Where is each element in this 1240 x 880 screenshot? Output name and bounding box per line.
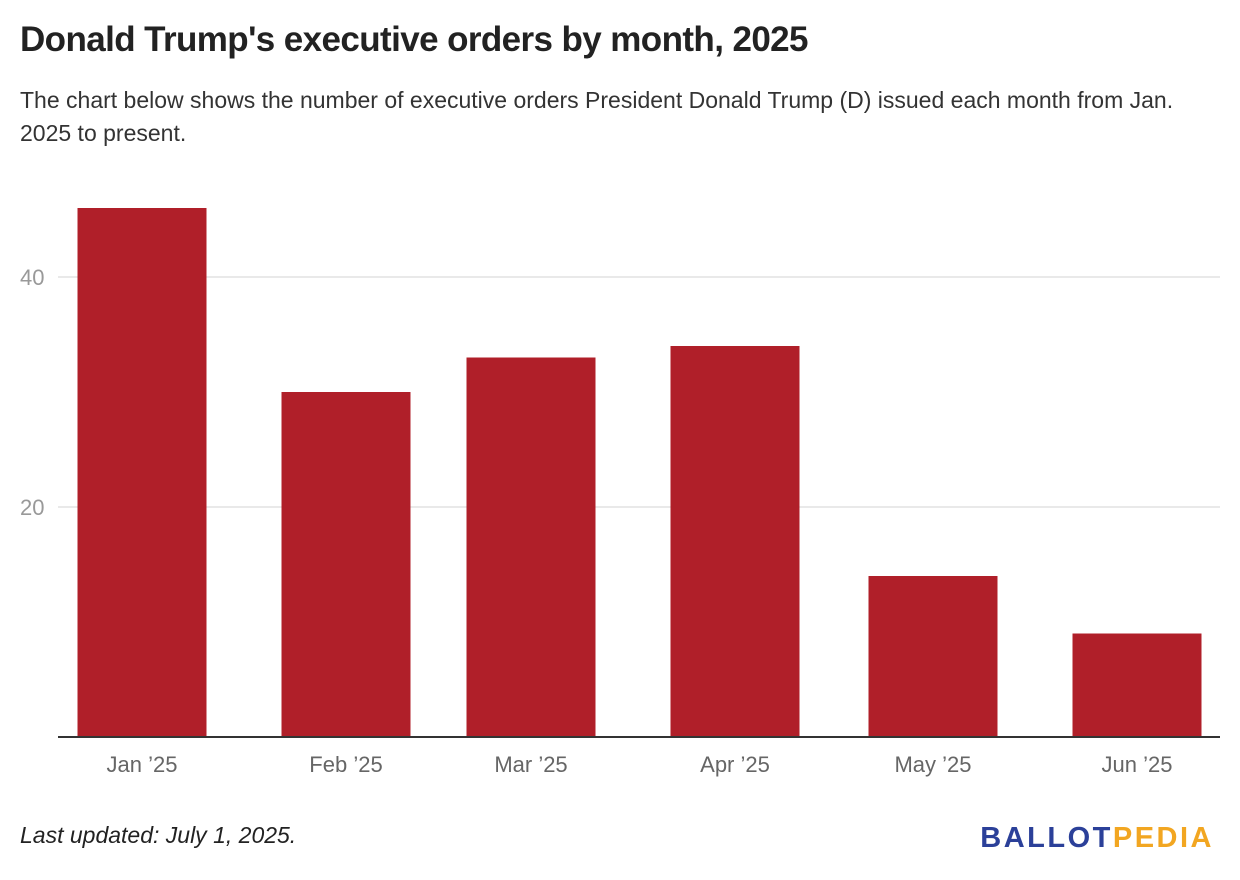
bar-chart: 20 40 Jan ’25 Feb ’25 Mar ’25 Apr ’25 May ’25 J… — [20, 208, 1220, 777]
logo-text-pedia: PEDIA — [1112, 822, 1214, 854]
x-tick-label: Mar ’25 — [494, 752, 567, 777]
bar-1[interactable] — [77, 208, 207, 737]
last-updated-note: Last updated: July 1, 2025. — [20, 822, 297, 848]
ballotpedia-logo[interactable]: BALLOTPEDIA — [980, 822, 1214, 855]
grid-lines — [58, 276, 1220, 508]
chart-title: Donald Trump's executive orders by month… — [20, 20, 809, 59]
y-tick-label: 20 — [20, 495, 44, 520]
x-tick-label: May ’25 — [894, 752, 971, 777]
bar-4[interactable] — [670, 346, 800, 737]
bar-6[interactable] — [1072, 633, 1202, 738]
bar-5[interactable] — [868, 576, 998, 737]
x-tick-label: Jan ’25 — [107, 752, 178, 777]
x-tick-label: Feb ’25 — [309, 752, 382, 777]
bars — [77, 208, 1202, 738]
axis-labels: 20 40 Jan ’25 Feb ’25 Mar ’25 Apr ’25 May ’25 J… — [20, 265, 1172, 777]
x-tick-label: Apr ’25 — [700, 752, 770, 777]
bar-3[interactable] — [466, 357, 596, 738]
chart-subtitle: The chart below shows the number of exec… — [20, 87, 1174, 146]
logo-text-ballot: BALLOT — [980, 822, 1113, 854]
y-tick-label: 40 — [20, 265, 44, 290]
x-tick-label: Jun ’25 — [1102, 752, 1173, 777]
bar-2[interactable] — [281, 392, 411, 737]
